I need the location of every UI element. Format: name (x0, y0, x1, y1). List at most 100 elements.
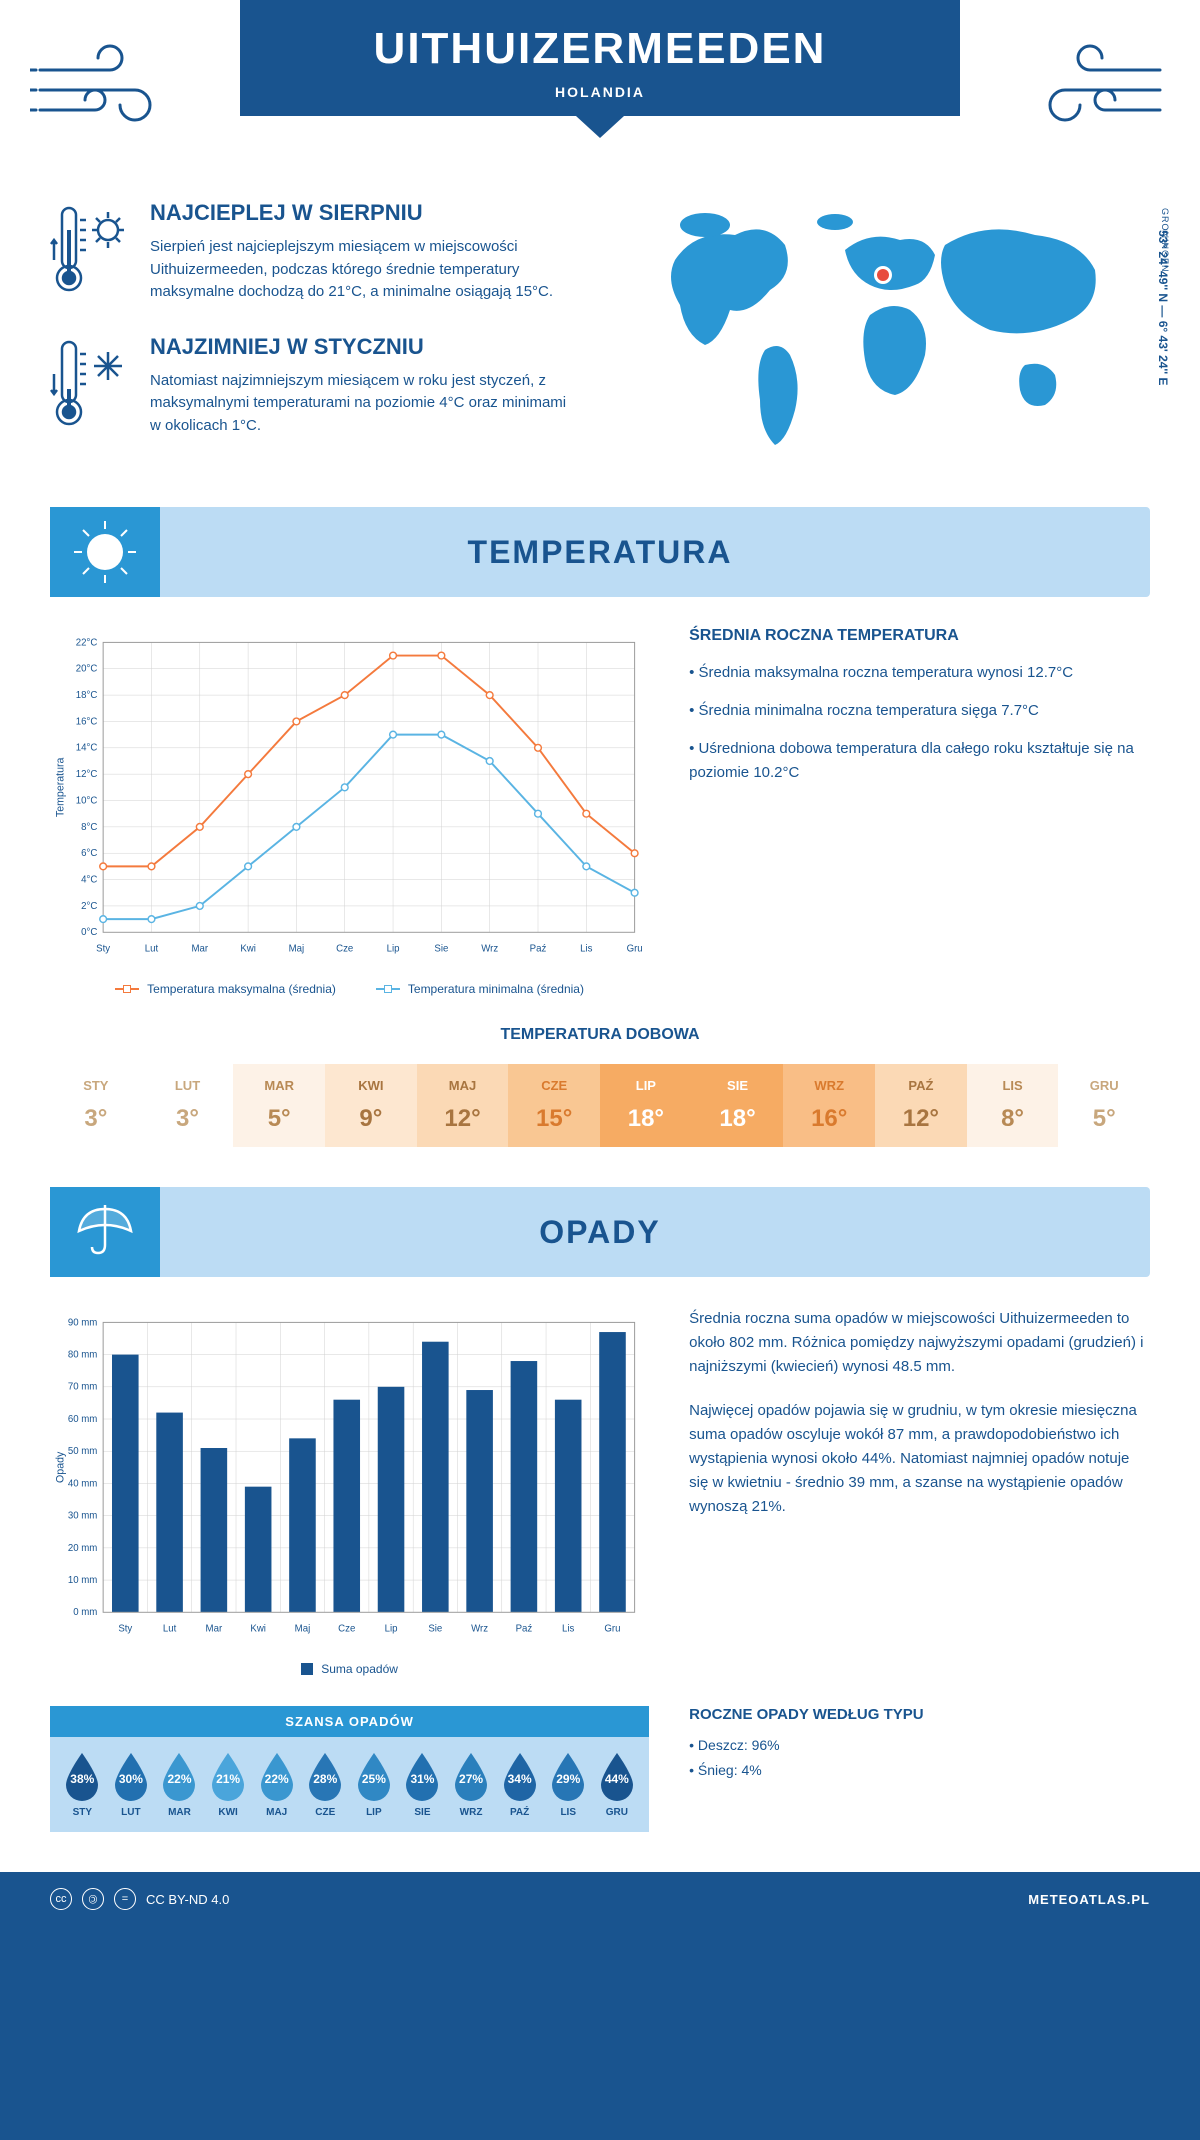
svg-text:Gru: Gru (604, 1624, 620, 1635)
footer-brand: METEOATLAS.PL (1028, 1892, 1150, 1907)
svg-text:10°C: 10°C (76, 795, 98, 806)
city-name: UITHUIZERMEEDEN (280, 24, 920, 74)
chance-drop: 31%SIE (402, 1751, 442, 1818)
svg-text:Sie: Sie (428, 1624, 442, 1635)
chance-drop: 21%KWI (208, 1751, 248, 1818)
svg-text:22°C: 22°C (76, 637, 98, 648)
precipitation-title: OPADY (539, 1214, 660, 1251)
world-map (620, 200, 1150, 460)
svg-text:Sty: Sty (96, 944, 110, 955)
svg-text:90 mm: 90 mm (68, 1317, 98, 1328)
daily-temp-cell: MAJ12° (417, 1064, 509, 1147)
svg-text:Mar: Mar (206, 1624, 223, 1635)
thermometer-sun-icon (50, 200, 130, 300)
svg-text:6°C: 6°C (81, 848, 97, 859)
svg-text:0 mm: 0 mm (73, 1607, 97, 1618)
chance-drop: 34%PAŹ (500, 1751, 540, 1818)
daily-temp-table: STY3°LUT3°MAR5°KWI9°MAJ12°CZE15°LIP18°SI… (50, 1064, 1150, 1147)
svg-text:Cze: Cze (336, 944, 353, 955)
chance-drop: 38%STY (62, 1751, 102, 1818)
precip-chart-legend: Suma opadów (50, 1662, 649, 1676)
fact-coldest: NAJZIMNIEJ W STYCZNIU Natomiast najzimni… (50, 334, 580, 438)
svg-text:30 mm: 30 mm (68, 1511, 98, 1522)
svg-text:Kwi: Kwi (240, 944, 256, 955)
license-text: CC BY-ND 4.0 (146, 1892, 229, 1907)
legend-min-label: Temperatura minimalna (średnia) (408, 982, 584, 996)
svg-text:Lut: Lut (145, 944, 159, 955)
temp-chart-legend: Temperatura maksymalna (średnia) Tempera… (50, 982, 649, 996)
country-name: HOLANDIA (280, 84, 920, 100)
svg-text:Wrz: Wrz (481, 944, 498, 955)
svg-text:8°C: 8°C (81, 822, 97, 833)
svg-text:Lip: Lip (387, 944, 400, 955)
svg-text:20 mm: 20 mm (68, 1543, 98, 1554)
svg-text:Gru: Gru (627, 944, 643, 955)
chance-drop: 27%WRZ (451, 1751, 491, 1818)
temp-info-title: ŚREDNIA ROCZNA TEMPERATURA (689, 627, 1150, 645)
infographic-page: UITHUIZERMEEDEN HOLANDIA (0, 0, 1200, 1926)
svg-text:10 mm: 10 mm (68, 1575, 98, 1586)
header: UITHUIZERMEEDEN HOLANDIA (0, 0, 1200, 180)
daily-temp-cell: KWI9° (325, 1064, 417, 1147)
cc-icon: cc (50, 1888, 72, 1910)
by-type-item: • Śnieg: 4% (689, 1758, 1150, 1783)
svg-text:20°C: 20°C (76, 664, 98, 675)
section-header-temperature: TEMPERATURA (50, 507, 1150, 597)
header-banner: UITHUIZERMEEDEN HOLANDIA (240, 0, 960, 116)
footer: cc 🄯 = CC BY-ND 4.0 METEOATLAS.PL (0, 1872, 1200, 1926)
legend-max-label: Temperatura maksymalna (średnia) (147, 982, 336, 996)
svg-text:70 mm: 70 mm (68, 1382, 98, 1393)
intro-facts: NAJCIEPLEJ W SIERPNIU Sierpień jest najc… (50, 200, 580, 467)
svg-text:Cze: Cze (338, 1624, 355, 1635)
temp-bullet: • Uśredniona dobowa temperatura dla całe… (689, 737, 1150, 785)
svg-text:Paź: Paź (516, 1624, 533, 1635)
chance-title: SZANSA OPADÓW (50, 1706, 649, 1737)
temp-bullet: • Średnia minimalna roczna temperatura s… (689, 699, 1150, 723)
svg-text:Lip: Lip (385, 1624, 398, 1635)
svg-text:2°C: 2°C (81, 901, 97, 912)
svg-text:Opady: Opady (55, 1451, 67, 1483)
nd-icon: = (114, 1888, 136, 1910)
daily-temp-cell: MAR5° (233, 1064, 325, 1147)
chance-drops: 38%STY30%LUT22%MAR21%KWI22%MAJ28%CZE25%L… (50, 1737, 649, 1832)
precip-paragraph: Najwięcej opadów pojawia się w grudniu, … (689, 1399, 1150, 1519)
precipitation-chance: SZANSA OPADÓW 38%STY30%LUT22%MAR21%KWI22… (0, 1706, 1200, 1872)
svg-text:16°C: 16°C (76, 716, 98, 727)
fact-cold-title: NAJZIMNIEJ W STYCZNIU (150, 334, 580, 360)
sun-icon (50, 507, 160, 597)
daily-temperature: TEMPERATURA DOBOWA STY3°LUT3°MAR5°KWI9°M… (0, 1026, 1200, 1187)
svg-text:14°C: 14°C (76, 743, 98, 754)
footer-license: cc 🄯 = CC BY-ND 4.0 (50, 1888, 229, 1910)
legend-precip-label: Suma opadów (321, 1662, 398, 1676)
svg-text:Sty: Sty (118, 1624, 132, 1635)
chance-drop: 28%CZE (305, 1751, 345, 1818)
daily-temp-cell: WRZ16° (783, 1064, 875, 1147)
fact-warm-text: Sierpień jest najcieplejszym miesiącem w… (150, 236, 580, 304)
svg-text:Paź: Paź (530, 944, 547, 955)
daily-temp-cell: CZE15° (508, 1064, 600, 1147)
daily-temp-cell: SIE18° (692, 1064, 784, 1147)
svg-text:50 mm: 50 mm (68, 1446, 98, 1457)
chance-drop: 25%LIP (354, 1751, 394, 1818)
chance-panel: SZANSA OPADÓW 38%STY30%LUT22%MAR21%KWI22… (50, 1706, 649, 1832)
svg-text:80 mm: 80 mm (68, 1349, 98, 1360)
svg-text:Temperatura: Temperatura (55, 757, 67, 817)
by-icon: 🄯 (82, 1888, 104, 1910)
thermometer-snow-icon (50, 334, 130, 434)
temperature-line-chart: 0°C2°C4°C6°C8°C10°C12°C14°C16°C18°C20°C2… (50, 627, 649, 996)
precip-by-type: ROCZNE OPADY WEDŁUG TYPU • Deszcz: 96%• … (689, 1706, 1150, 1832)
svg-text:Lis: Lis (562, 1624, 575, 1635)
chance-drop: 30%LUT (111, 1751, 151, 1818)
svg-text:Lut: Lut (163, 1624, 177, 1635)
svg-text:Sie: Sie (434, 944, 448, 955)
svg-text:Mar: Mar (191, 944, 208, 955)
umbrella-icon (50, 1187, 160, 1277)
wind-icon-right (1010, 30, 1170, 150)
coordinates: 53° 24' 49'' N — 6° 43' 24'' E (1156, 230, 1170, 385)
daily-temp-cell: GRU5° (1058, 1064, 1150, 1147)
daily-temp-title: TEMPERATURA DOBOWA (50, 1026, 1150, 1044)
fact-warm-title: NAJCIEPLEJ W SIERPNIU (150, 200, 580, 226)
svg-text:Maj: Maj (289, 944, 305, 955)
chance-drop: 29%LIS (548, 1751, 588, 1818)
daily-temp-cell: LUT3° (142, 1064, 234, 1147)
